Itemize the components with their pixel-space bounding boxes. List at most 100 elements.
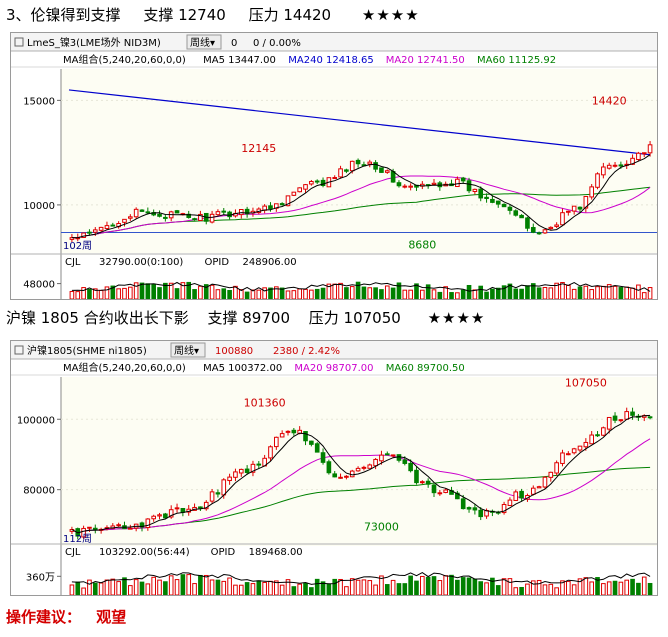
candle-body <box>606 164 612 169</box>
price-area <box>61 377 657 546</box>
period-button <box>186 34 222 50</box>
volume-bar <box>408 289 413 299</box>
candle-body <box>396 182 402 187</box>
candle-body <box>198 506 203 509</box>
candle-body <box>519 490 524 499</box>
candle-body <box>303 431 308 442</box>
candle-body <box>104 225 110 230</box>
volume-bar <box>379 289 384 299</box>
open-interest-line <box>71 572 651 585</box>
candle-body <box>157 213 162 217</box>
candle-body <box>145 211 151 214</box>
volume-bar <box>198 574 203 595</box>
candle-body <box>163 513 168 519</box>
lme-nickel-chart-panel[interactable]: LmeS_镍3(LME场外 NID3M) 周线▾ 0 0 / 0.00% MA组合(5,… <box>10 32 658 300</box>
volume-bar <box>250 289 256 299</box>
volume-bar <box>128 286 133 299</box>
candle-body <box>501 504 507 514</box>
chart-instrument-name: LmeS_镍3(LME场外 NID3M) <box>27 36 161 49</box>
candle-body <box>408 462 413 472</box>
volume-bar <box>566 284 571 299</box>
candle-body <box>180 507 186 513</box>
candle-body <box>92 229 98 233</box>
volume-bar <box>501 578 507 595</box>
candle-body <box>373 162 378 170</box>
volume-bar <box>361 579 367 595</box>
volume-bar <box>122 287 127 299</box>
candle-body <box>536 486 542 489</box>
candle-body <box>309 181 314 185</box>
volume-bar <box>192 583 197 595</box>
volume-bar <box>373 287 378 299</box>
volume-bar <box>209 284 215 299</box>
shfe-nickel-chart-panel[interactable]: 沪镍1805(SHME ni1805) 周线▾ 100880 2380 / 2.42%… <box>10 340 658 596</box>
candle-body <box>589 186 594 198</box>
period-count-label: 112周 <box>63 533 92 545</box>
candle-body <box>373 458 378 467</box>
volume-bar <box>484 582 489 595</box>
legend-group: MA组合(5,240,20,60,0,0) <box>63 53 186 66</box>
candle-body <box>612 164 618 167</box>
price-tick-label: 10000 <box>23 201 55 212</box>
volume-bar <box>174 288 180 299</box>
volume-bar <box>116 288 121 299</box>
candle-body <box>98 226 104 231</box>
shfe-nickel-chart[interactable]: 沪镍1805(SHME ni1805) 周线▾ 100880 2380 / 2.42%… <box>11 341 658 596</box>
candle-body <box>87 526 92 529</box>
volume-bar <box>449 292 454 299</box>
volume-bar <box>414 580 419 595</box>
legend-ma60: MA60 11125.92 <box>477 55 556 66</box>
candle-body <box>320 452 326 463</box>
candle-body <box>133 208 139 218</box>
candle-body <box>384 453 390 456</box>
candle-body <box>548 471 554 478</box>
candle-body <box>81 232 86 239</box>
volume-bar <box>554 282 559 299</box>
header-last-price: 100880 <box>215 346 253 357</box>
candle-body <box>554 462 559 474</box>
candle-body <box>338 476 343 479</box>
volume-bar <box>344 287 349 299</box>
volume-bar <box>133 282 139 299</box>
candle-body <box>601 427 606 436</box>
volume-legend-bg <box>63 546 657 558</box>
candle-body <box>309 440 314 445</box>
volume-bar <box>92 582 98 595</box>
candle-body <box>402 185 408 188</box>
volume-bar <box>548 287 554 299</box>
volume-bar <box>466 577 472 595</box>
volume-bar <box>472 578 478 595</box>
volume-bar <box>87 288 92 299</box>
volume-bar <box>636 582 641 595</box>
volume-bar <box>641 576 647 595</box>
volume-bar <box>221 288 227 299</box>
lme-nickel-chart[interactable]: LmeS_镍3(LME场外 NID3M) 周线▾ 0 0 / 0.00% MA组合(5,… <box>11 33 658 300</box>
volume-bar <box>548 583 554 595</box>
candle-body <box>355 467 361 472</box>
candle-body <box>174 507 180 510</box>
volume-bar <box>116 581 121 595</box>
volume-bar <box>151 576 156 595</box>
volume-bar <box>215 579 221 595</box>
candle-body <box>536 232 542 235</box>
candle-body <box>484 196 489 199</box>
volume-bar <box>81 587 86 595</box>
volume-bar <box>583 577 589 595</box>
candle-body <box>460 498 466 510</box>
volume-bar <box>490 288 495 299</box>
volume-bar <box>297 583 302 595</box>
candle-body <box>81 527 86 538</box>
volume-bar <box>244 582 250 595</box>
candle-body <box>303 184 308 190</box>
volume-bar <box>314 288 320 299</box>
section2-rating-stars: ★★★★ <box>427 309 486 327</box>
candle-body <box>618 419 624 422</box>
volume-bar <box>647 582 653 595</box>
volume-bar <box>279 584 285 595</box>
candle-body <box>420 481 425 484</box>
ma20-line <box>71 175 651 239</box>
volume-bar <box>455 292 460 299</box>
volume-bar <box>390 579 396 595</box>
volume-bar <box>139 282 145 299</box>
candle-body <box>227 476 232 482</box>
